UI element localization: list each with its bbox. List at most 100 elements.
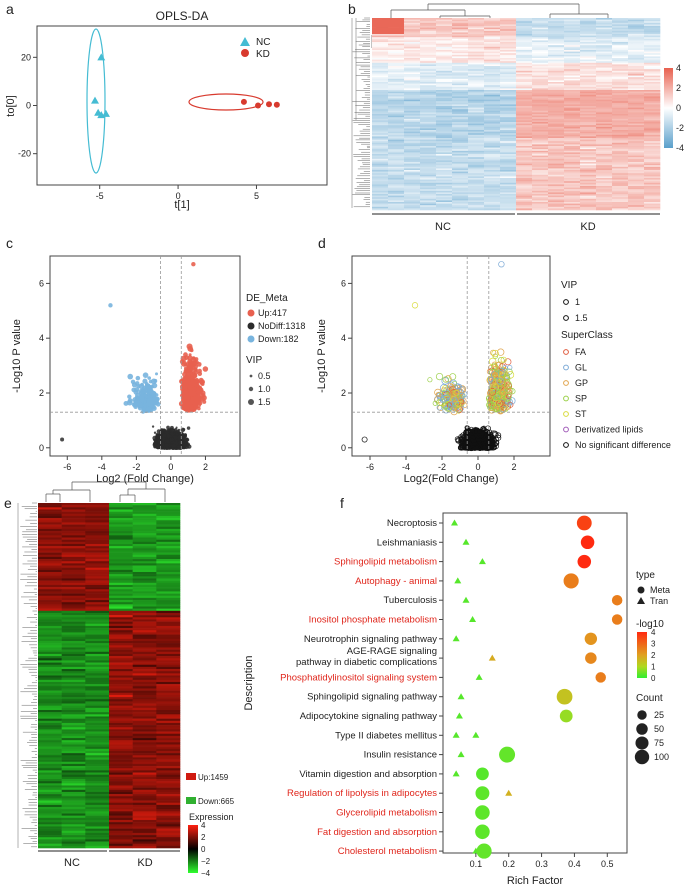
heatmap-cell xyxy=(420,168,437,171)
heatmap-cell xyxy=(596,136,613,139)
heatmap-cell xyxy=(644,194,661,196)
heatmap-cell xyxy=(436,82,453,84)
heatmap-cell xyxy=(532,128,549,131)
heatmap-cell xyxy=(404,82,421,84)
heatmap-cell xyxy=(484,85,501,88)
heatmap-cell xyxy=(612,182,629,185)
heatmap-cell xyxy=(484,30,501,33)
heatmap-cell xyxy=(548,155,565,158)
heatmap-cell xyxy=(548,174,565,177)
heatmap-cell xyxy=(372,181,389,184)
heatmap-cell xyxy=(580,62,597,65)
heatmap-cell xyxy=(564,146,581,148)
heatmap-cell xyxy=(500,187,517,190)
heatmap-cell xyxy=(420,154,437,156)
heatmap-cell xyxy=(516,75,533,78)
heatmap-cell xyxy=(484,114,501,116)
heatmap-cell xyxy=(468,30,485,33)
heatmap-cell xyxy=(420,75,437,78)
heatmap-cell xyxy=(516,66,533,68)
heatmap-cell xyxy=(612,59,629,62)
heatmap-cell xyxy=(372,195,389,198)
heatmap-cell xyxy=(628,166,645,169)
heatmap-cell xyxy=(532,96,549,99)
heatmap-cell xyxy=(644,88,661,91)
heatmap-cell xyxy=(564,43,581,46)
heatmap-cell xyxy=(452,203,469,206)
heatmap-cell xyxy=(612,125,629,128)
heatmap-cell xyxy=(612,130,629,132)
heatmap-cell xyxy=(564,154,581,156)
heatmap-cell xyxy=(500,134,517,137)
heatmap-cell xyxy=(532,102,549,105)
heatmap-cell xyxy=(404,150,421,153)
heatmap-cell xyxy=(628,130,645,132)
heatmap-cell xyxy=(548,21,565,24)
heatmap-cell xyxy=(452,38,469,41)
heatmap-cell xyxy=(372,70,389,73)
metabolite-point-nodiff xyxy=(175,426,178,429)
heatmap-cell xyxy=(612,118,629,121)
heatmap-cell xyxy=(564,94,581,97)
heatmap-cell xyxy=(532,22,549,25)
heatmap-cell xyxy=(532,45,549,48)
heatmap-cell xyxy=(628,24,645,27)
metabolite-point-up xyxy=(202,366,209,372)
heatmap-cell xyxy=(452,18,469,20)
heatmap-cell xyxy=(404,18,421,20)
heatmap-cell xyxy=(548,64,565,67)
heatmap-cell xyxy=(596,195,613,198)
heatmap-cell xyxy=(532,82,549,84)
heatmap-cell xyxy=(436,53,453,56)
heatmap-cell xyxy=(420,138,437,140)
heatmap-cell xyxy=(516,85,533,88)
heatmap-cell xyxy=(388,54,405,57)
heatmap-cell xyxy=(548,181,565,184)
heatmap-cell xyxy=(532,42,549,44)
heatmap-cell xyxy=(484,168,501,171)
heatmap-cell xyxy=(548,93,565,96)
heatmap-cell xyxy=(532,178,549,180)
heatmap-cell xyxy=(628,32,645,35)
heatmap-cell xyxy=(436,120,453,123)
metabolite-point-down xyxy=(145,406,152,413)
heatmap-cell xyxy=(564,200,581,203)
heatmap-cell xyxy=(436,43,453,46)
heatmap-cell xyxy=(388,80,405,83)
heatmap-cell xyxy=(452,181,469,184)
heatmap-cell xyxy=(500,24,517,27)
heatmap-cell xyxy=(404,72,421,75)
heatmap-cell xyxy=(484,75,501,78)
heatmap-cell xyxy=(532,194,549,196)
metabolite-point-up xyxy=(186,397,191,401)
metabolite-point-down xyxy=(147,387,153,393)
nc-sample-point-4 xyxy=(101,109,110,117)
heatmap-cell xyxy=(532,205,549,208)
heatmap-cell xyxy=(468,195,485,198)
heatmap-cell xyxy=(564,102,581,105)
heatmap-cell xyxy=(372,166,389,169)
heatmap-cell xyxy=(452,139,469,142)
heatmap-cell xyxy=(628,43,645,46)
metabolite-point-nodiff xyxy=(160,430,164,434)
heatmap-cell xyxy=(388,141,405,144)
heatmap-cell xyxy=(580,29,597,32)
heatmap-cell xyxy=(484,80,501,83)
heatmap-cell xyxy=(436,102,453,105)
heatmap-cell xyxy=(644,109,661,112)
heatmap-cell xyxy=(612,82,629,84)
heatmap-cell xyxy=(644,170,661,172)
metabolite-point-up xyxy=(182,397,187,402)
heatmap-cell xyxy=(484,138,501,140)
heatmap-cell xyxy=(644,186,661,188)
heatmap-cell xyxy=(436,192,453,195)
heatmap-cell xyxy=(484,134,501,137)
heatmap-cell xyxy=(564,24,581,27)
heatmap-cell xyxy=(452,118,469,121)
heatmap-cell xyxy=(420,194,437,196)
heatmap-cell xyxy=(644,61,661,64)
heatmap-cell xyxy=(596,82,613,84)
heatmap-cell xyxy=(420,187,437,190)
heatmap-cell xyxy=(612,197,629,200)
heatmap-cell xyxy=(500,88,517,91)
